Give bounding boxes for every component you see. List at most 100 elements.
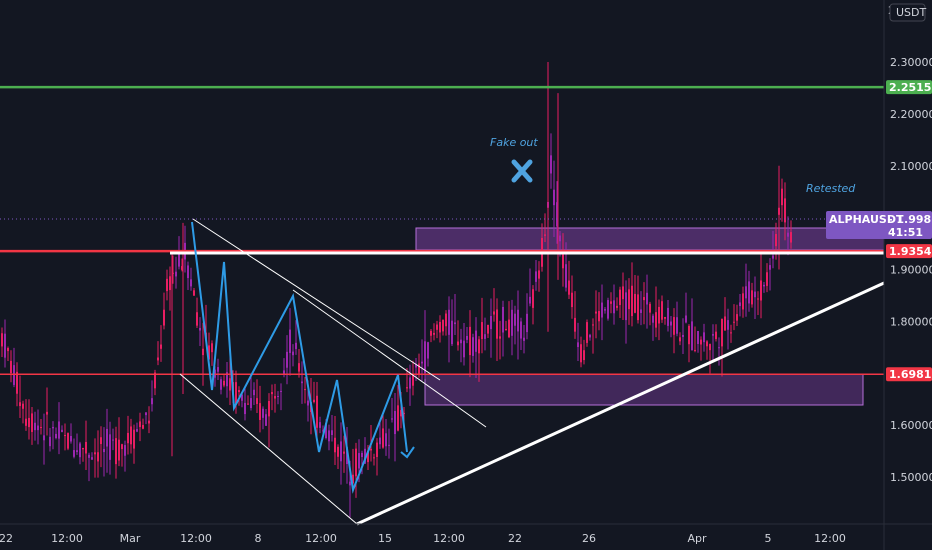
candle bbox=[382, 414, 384, 449]
candle bbox=[748, 270, 750, 312]
candle bbox=[37, 409, 39, 445]
candle bbox=[10, 350, 12, 383]
price-axis[interactable]: 2.30000 2.20000 2.10000 1.90000 1.80000 1.600… bbox=[883, 0, 932, 550]
candle bbox=[427, 341, 429, 367]
ascending-trendline[interactable] bbox=[356, 281, 885, 526]
candle bbox=[46, 387, 48, 436]
candle bbox=[661, 295, 663, 323]
candle bbox=[688, 324, 690, 363]
candle bbox=[532, 285, 534, 325]
candle bbox=[610, 292, 612, 314]
candle bbox=[685, 292, 687, 324]
svg-text:1.69812: 1.69812 bbox=[889, 368, 932, 381]
symbol-price-tag[interactable]: ALPHAUSDT - 1.99865 41:51 bbox=[826, 211, 932, 239]
candle bbox=[337, 444, 339, 469]
candle bbox=[259, 385, 261, 433]
candle bbox=[439, 315, 441, 343]
candle bbox=[112, 428, 114, 451]
candle bbox=[49, 427, 51, 452]
candle bbox=[25, 399, 27, 431]
candle bbox=[166, 269, 168, 301]
candle bbox=[502, 300, 504, 357]
candle bbox=[340, 422, 342, 485]
candle bbox=[613, 284, 615, 325]
candle bbox=[580, 336, 582, 368]
candle bbox=[223, 375, 225, 388]
candle bbox=[412, 360, 414, 396]
candle bbox=[76, 433, 78, 455]
candle bbox=[736, 304, 738, 327]
candle bbox=[469, 310, 471, 378]
candle bbox=[520, 317, 522, 350]
candle bbox=[574, 291, 576, 339]
candle bbox=[88, 452, 90, 482]
candle bbox=[514, 305, 516, 345]
candle bbox=[598, 292, 600, 331]
currency-badge[interactable] bbox=[889, 3, 926, 22]
candle bbox=[628, 278, 630, 325]
candle bbox=[505, 320, 507, 331]
candle bbox=[250, 375, 252, 411]
candle bbox=[595, 290, 597, 339]
candle bbox=[487, 324, 489, 339]
x-tick-label: 12:00 bbox=[51, 532, 83, 545]
candle bbox=[649, 301, 651, 326]
candle bbox=[721, 318, 723, 377]
candle bbox=[406, 367, 408, 393]
candle bbox=[127, 415, 129, 455]
y-tick-labels: 2.30000 2.20000 2.10000 1.90000 1.80000 1.600… bbox=[890, 56, 932, 484]
candle bbox=[424, 310, 426, 379]
candle bbox=[517, 290, 519, 360]
candle bbox=[22, 400, 24, 424]
candle bbox=[55, 427, 57, 440]
candle bbox=[394, 393, 396, 462]
zigzag-pattern[interactable] bbox=[191, 221, 408, 494]
candle bbox=[253, 382, 255, 405]
candle bbox=[673, 308, 675, 354]
candle bbox=[397, 384, 399, 432]
candle bbox=[385, 418, 387, 456]
candle bbox=[334, 416, 336, 465]
candle bbox=[463, 323, 465, 366]
candle bbox=[712, 324, 714, 362]
candle bbox=[526, 293, 528, 340]
candle bbox=[499, 320, 501, 360]
candle bbox=[553, 160, 555, 238]
upper-zone bbox=[415, 227, 885, 251]
candle bbox=[604, 306, 606, 314]
candle bbox=[151, 380, 153, 412]
candle bbox=[331, 415, 333, 442]
horizontal-levels bbox=[0, 85, 884, 375]
candle bbox=[730, 324, 732, 343]
channel-lower-line[interactable] bbox=[179, 373, 358, 525]
price-tags: 2.25153 1.93542 1.69812 ALPHAUSDT - 1.99… bbox=[826, 80, 932, 382]
x-tick-label: 26 bbox=[582, 532, 596, 545]
candle bbox=[304, 376, 306, 404]
candle bbox=[562, 233, 564, 287]
candle bbox=[274, 383, 276, 413]
candle bbox=[91, 452, 93, 461]
candle bbox=[634, 275, 636, 314]
candle bbox=[40, 419, 42, 435]
candle bbox=[409, 364, 411, 406]
time-axis[interactable]: 22 12:00 Mar 12:00 8 12:00 15 12:00 22 26 Apr 5 12:0… bbox=[0, 523, 932, 545]
candle bbox=[160, 325, 162, 362]
candle bbox=[589, 333, 591, 341]
x-tick-label: 12:00 bbox=[180, 532, 212, 545]
candle bbox=[679, 332, 681, 346]
channel-upper-line[interactable] bbox=[192, 218, 441, 381]
candle bbox=[676, 301, 678, 337]
svg-text:1.93542: 1.93542 bbox=[889, 245, 932, 258]
candle bbox=[79, 441, 81, 465]
candle bbox=[97, 430, 99, 478]
candle bbox=[136, 422, 138, 433]
y-tick-label: 2.10000 bbox=[890, 160, 932, 173]
candle bbox=[328, 424, 330, 451]
candle bbox=[64, 423, 66, 451]
y-tick-label: 1.50000 bbox=[890, 471, 932, 484]
candle bbox=[790, 220, 792, 249]
channel-upper-line-ext[interactable] bbox=[292, 289, 487, 428]
candle bbox=[7, 346, 9, 361]
candle bbox=[733, 304, 735, 331]
